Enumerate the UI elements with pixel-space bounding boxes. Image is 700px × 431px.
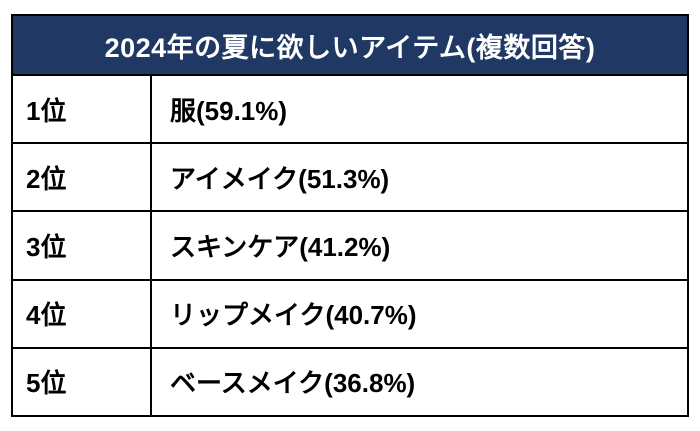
item-cell: 服(59.1%) bbox=[170, 95, 288, 126]
table-row: 5位 ベースメイク(36.8%) bbox=[13, 348, 687, 416]
item-cell: リップメイク(40.7%) bbox=[170, 300, 417, 331]
table-row: 3位 スキンケア(41.2%) bbox=[13, 212, 687, 281]
item-cell: ベースメイク(36.8%) bbox=[170, 368, 416, 399]
rank-cell: 4位 bbox=[13, 280, 152, 347]
table-body: 1位 服(59.1%) 2位 アイメイク(51.3%) 3位 スキンケア(41.… bbox=[13, 76, 687, 416]
table-row: 2位 アイメイク(51.3%) bbox=[13, 144, 687, 213]
table-row: 1位 服(59.1%) bbox=[13, 76, 687, 145]
rank-cell: 2位 bbox=[13, 144, 152, 211]
rank-cell: 1位 bbox=[13, 76, 152, 143]
rank-cell: 3位 bbox=[13, 212, 152, 279]
survey-ranking-table: 2024年の夏に欲しいアイテム(複数回答) 1位 服(59.1%) 2位 アイメ… bbox=[11, 14, 689, 417]
rank-cell: 5位 bbox=[13, 348, 152, 416]
table-title: 2024年の夏に欲しいアイテム(複数回答) bbox=[13, 16, 687, 76]
item-cell: スキンケア(41.2%) bbox=[170, 232, 391, 262]
table-row: 4位 リップメイク(40.7%) bbox=[13, 280, 687, 349]
item-cell: アイメイク(51.3%) bbox=[170, 163, 390, 194]
